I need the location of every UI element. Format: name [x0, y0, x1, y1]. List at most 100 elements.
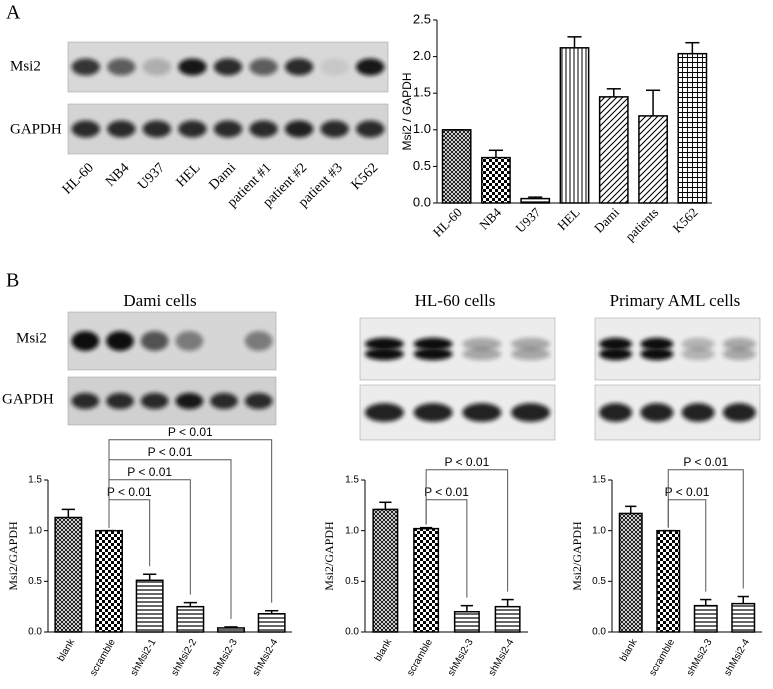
- x-tick-label: blank: [56, 636, 78, 663]
- band: [71, 120, 100, 138]
- lane-label: HEL: [174, 160, 204, 190]
- y-tick-label: 0.0: [28, 627, 42, 638]
- y-axis-label: Msi2/GAPDH: [570, 521, 584, 591]
- chart-title: Dami cells: [123, 291, 196, 310]
- band: [210, 392, 238, 410]
- band: [640, 337, 674, 351]
- band: [213, 58, 243, 76]
- y-tick-label: 1.5: [28, 475, 42, 486]
- band: [244, 331, 273, 351]
- x-tick-label: blank: [618, 636, 640, 663]
- bar: [559, 47, 590, 204]
- x-tick-label: scramble: [405, 637, 435, 678]
- chart-title: HL-60 cells: [415, 291, 496, 310]
- band: [142, 58, 172, 76]
- annotation: P < 0.01: [665, 485, 710, 499]
- band: [356, 120, 385, 138]
- band: [244, 392, 273, 410]
- y-tick-label: 0.0: [413, 194, 431, 209]
- blot-image: [67, 41, 389, 93]
- blot-background: [67, 376, 277, 426]
- annotation: P < 0.01: [444, 455, 489, 469]
- lane-label: U937: [135, 160, 168, 193]
- band: [71, 392, 100, 410]
- band: [178, 120, 207, 138]
- error-bar: [625, 505, 637, 514]
- band: [413, 403, 453, 422]
- error-bar: [420, 526, 433, 529]
- x-tick-label: HL-60: [430, 205, 465, 240]
- x-tick-label: shMsi2-3: [210, 637, 240, 678]
- blot-image: [67, 103, 389, 155]
- band: [511, 347, 551, 361]
- lane-label: K562: [349, 160, 382, 193]
- y-tick-label: 1.5: [345, 475, 359, 486]
- x-tick-label: HEL: [554, 205, 583, 234]
- bar: [135, 579, 164, 633]
- band: [142, 120, 172, 138]
- band: [681, 347, 715, 361]
- blot-row-label: GAPDH: [2, 391, 54, 407]
- lane-label: NB4: [103, 160, 132, 189]
- error-bar: [646, 89, 661, 116]
- band: [681, 403, 715, 422]
- error-bar: [501, 598, 514, 607]
- bar: [453, 610, 480, 633]
- band: [599, 337, 633, 351]
- y-tick-label: 0.5: [592, 576, 606, 587]
- band: [140, 331, 169, 351]
- bar: [693, 604, 718, 633]
- bar: [598, 96, 629, 204]
- error-bar: [737, 595, 749, 604]
- error-bar: [183, 601, 197, 607]
- band: [71, 58, 100, 76]
- band: [413, 337, 453, 351]
- x-tick-label: scramble: [88, 637, 118, 678]
- x-tick-label: shMsi2-4: [251, 637, 281, 678]
- significance-bracket: [425, 469, 509, 592]
- error-bar: [606, 88, 621, 97]
- bar: [95, 529, 123, 633]
- band: [413, 347, 453, 361]
- blot-image: [594, 317, 761, 381]
- error-bar: [460, 604, 473, 612]
- significance-bracket: [667, 469, 744, 589]
- chart-title: Primary AML cells: [610, 291, 741, 310]
- y-tick-label: 2.5: [413, 11, 431, 26]
- significance-bracket: [108, 459, 232, 619]
- x-tick-label: patients: [622, 205, 661, 244]
- band: [106, 392, 134, 410]
- annotation: P < 0.01: [168, 425, 213, 439]
- annotation: P < 0.01: [683, 455, 728, 469]
- bar: [257, 613, 286, 633]
- y-tick-label: 0.0: [345, 627, 359, 638]
- lane-label: HL-60: [60, 160, 97, 197]
- band: [107, 120, 136, 138]
- x-tick-label: Dami: [591, 204, 622, 235]
- x-tick-label: blank: [373, 636, 395, 663]
- blot-image: [67, 376, 277, 426]
- band: [364, 403, 404, 422]
- y-axis-label: Msi2 / GAPDH: [400, 72, 414, 150]
- annotation: P < 0.01: [107, 485, 152, 499]
- bar: [520, 197, 551, 204]
- band: [175, 331, 204, 351]
- x-tick-label: shMsi2-1: [129, 637, 159, 678]
- error-bar: [143, 573, 157, 581]
- x-tick-label: NB4: [476, 204, 504, 232]
- blot-image: [67, 311, 277, 371]
- annotation: P < 0.01: [127, 465, 172, 479]
- bar: [176, 605, 205, 633]
- lane-label: Dami: [207, 160, 240, 193]
- band: [356, 58, 385, 76]
- band: [284, 58, 314, 76]
- band: [249, 58, 278, 76]
- band: [175, 392, 204, 410]
- band: [106, 331, 134, 351]
- bar: [372, 508, 399, 633]
- band: [640, 347, 674, 361]
- panel-letter: A: [6, 2, 21, 24]
- y-tick-label: 1.5: [413, 85, 431, 100]
- bar: [618, 512, 643, 633]
- x-tick-label: K562: [670, 205, 701, 236]
